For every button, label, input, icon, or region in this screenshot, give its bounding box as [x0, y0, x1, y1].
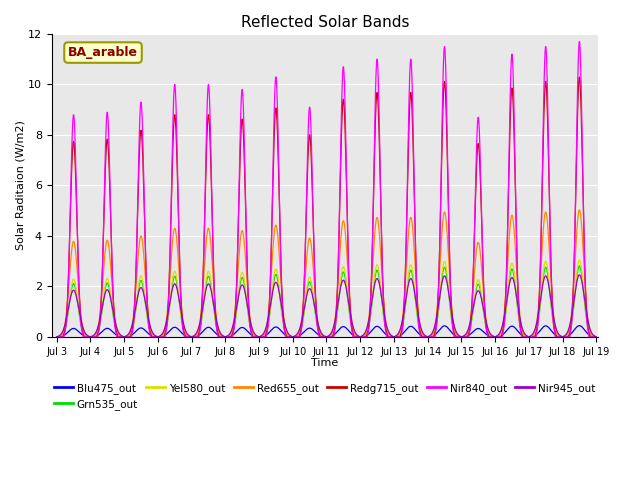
- Yel580_out: [515, 312, 522, 318]
- Grn535_out: [592, 334, 600, 340]
- Grn535_out: [515, 314, 522, 320]
- Nir945_out: [515, 308, 522, 313]
- Grn535_out: [575, 263, 583, 269]
- Red655_out: [515, 298, 522, 303]
- Nir945_out: [375, 280, 383, 286]
- Line: Blu475_out: Blu475_out: [57, 325, 596, 337]
- Nir945_out: [474, 288, 482, 294]
- Grn535_out: [375, 275, 383, 281]
- Grn535_out: [346, 316, 354, 322]
- Nir945_out: [592, 334, 600, 340]
- Red655_out: [501, 305, 509, 311]
- Red655_out: [575, 207, 583, 213]
- Yel580_out: [501, 316, 509, 322]
- Yel580_out: [164, 311, 172, 317]
- Blu475_out: [575, 323, 583, 328]
- Line: Nir945_out: Nir945_out: [57, 275, 596, 337]
- Yel580_out: [53, 334, 61, 340]
- Redg715_out: [592, 334, 600, 340]
- Line: Redg715_out: Redg715_out: [57, 77, 596, 337]
- Redg715_out: [515, 300, 522, 306]
- Blu475_out: [53, 334, 61, 340]
- Blu475_out: [375, 324, 383, 330]
- Red655_out: [164, 296, 172, 301]
- Nir945_out: [53, 334, 61, 340]
- Nir840_out: [164, 300, 172, 306]
- Blu475_out: [515, 329, 522, 335]
- Red655_out: [474, 240, 482, 245]
- Nir945_out: [575, 272, 583, 278]
- Line: Red655_out: Red655_out: [57, 210, 596, 337]
- Red655_out: [346, 302, 354, 308]
- Redg715_out: [164, 295, 172, 300]
- Nir945_out: [501, 311, 509, 317]
- Title: Reflected Solar Bands: Reflected Solar Bands: [241, 15, 409, 30]
- Nir945_out: [346, 310, 354, 316]
- Redg715_out: [501, 311, 509, 316]
- Grn535_out: [474, 281, 482, 287]
- Blu475_out: [474, 325, 482, 331]
- Line: Nir840_out: Nir840_out: [57, 41, 596, 337]
- Yel580_out: [375, 270, 383, 276]
- Nir945_out: [164, 308, 172, 313]
- Nir840_out: [515, 306, 522, 312]
- Line: Grn535_out: Grn535_out: [57, 266, 596, 337]
- Nir840_out: [592, 334, 600, 340]
- Redg715_out: [346, 306, 354, 312]
- Blu475_out: [164, 329, 172, 335]
- Yel580_out: [346, 315, 354, 321]
- Red655_out: [375, 228, 383, 234]
- X-axis label: Time: Time: [311, 358, 339, 368]
- Grn535_out: [501, 318, 509, 324]
- Nir840_out: [575, 38, 583, 44]
- Nir840_out: [501, 316, 509, 322]
- Redg715_out: [375, 134, 383, 140]
- Yel580_out: [575, 257, 583, 263]
- Nir840_out: [474, 114, 482, 120]
- Yel580_out: [474, 277, 482, 283]
- Nir840_out: [53, 334, 61, 340]
- Redg715_out: [474, 141, 482, 146]
- Yel580_out: [592, 334, 600, 340]
- Blu475_out: [501, 330, 509, 336]
- Text: BA_arable: BA_arable: [68, 46, 138, 59]
- Blu475_out: [592, 334, 600, 340]
- Nir840_out: [375, 114, 383, 120]
- Grn535_out: [53, 334, 61, 340]
- Line: Yel580_out: Yel580_out: [57, 260, 596, 337]
- Grn535_out: [164, 312, 172, 318]
- Red655_out: [592, 334, 600, 340]
- Red655_out: [53, 334, 61, 340]
- Redg715_out: [575, 74, 583, 80]
- Redg715_out: [53, 334, 61, 340]
- Nir840_out: [346, 312, 354, 317]
- Y-axis label: Solar Raditaion (W/m2): Solar Raditaion (W/m2): [15, 120, 25, 251]
- Blu475_out: [346, 330, 354, 336]
- Legend: Blu475_out, Grn535_out, Yel580_out, Red655_out, Redg715_out, Nir840_out, Nir945_: Blu475_out, Grn535_out, Yel580_out, Red6…: [50, 378, 600, 414]
